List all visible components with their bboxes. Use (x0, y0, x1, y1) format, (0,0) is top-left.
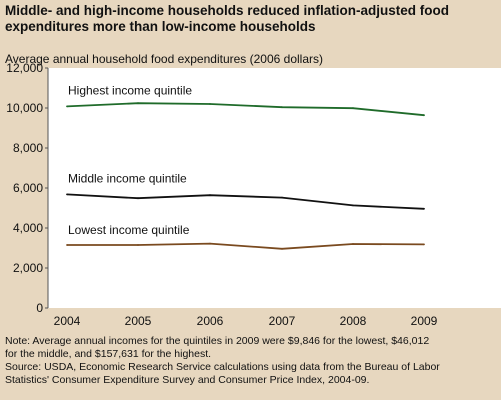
source-line-1: Source: USDA, Economic Research Service … (5, 361, 440, 373)
series-label: Highest income quintile (68, 83, 192, 97)
data-point (281, 247, 283, 250)
source-line-2: Statistics' Consumer Expenditure Survey … (5, 374, 370, 386)
chart-title-line-2: expenditures more than low-income househ… (5, 19, 316, 34)
y-tick-label: 10,000 (6, 101, 43, 115)
data-point (352, 243, 354, 245)
data-point (209, 194, 211, 197)
notes: Note: Average annual incomes for the qui… (5, 335, 497, 387)
y-axis-label: Average annual household food expenditur… (5, 52, 324, 66)
y-tick-label: 4,000 (13, 221, 43, 235)
data-point (209, 103, 211, 105)
plot-area (48, 68, 501, 308)
note-line-2: for the middle, and $157,631 for the hig… (5, 348, 212, 360)
x-tick-label: 2007 (269, 314, 296, 328)
series-label: Middle income quintile (68, 171, 187, 185)
data-point (66, 193, 68, 196)
data-point (281, 196, 283, 199)
data-point (209, 242, 211, 245)
note-line-1: Note: Average annual incomes for the qui… (5, 335, 430, 347)
x-tick-label: 2004 (54, 314, 81, 328)
data-point (423, 243, 425, 246)
x-tick-label: 2006 (197, 314, 224, 328)
series-label: Lowest income quintile (68, 223, 190, 237)
series-layer: Highest income quintile Middle income qui… (66, 83, 425, 250)
y-tick-label: 12,000 (6, 61, 43, 75)
axes: 0 2,000 4,000 6,000 8,000 10,000 12,000 2004 200… (6, 61, 437, 328)
series-line-1 (66, 102, 425, 117)
data-point (352, 107, 354, 110)
data-point (423, 114, 425, 117)
data-point (137, 197, 139, 200)
y-tick-label: 0 (36, 301, 43, 315)
data-point (352, 204, 354, 207)
y-tick-label: 6,000 (13, 181, 43, 195)
y-tick-label: 2,000 (13, 261, 43, 275)
y-tick-label: 8,000 (13, 141, 43, 155)
x-tick-label: 2005 (125, 314, 152, 328)
series-line-3 (67, 242, 425, 250)
series-line-2 (66, 193, 425, 210)
data-point (423, 207, 425, 210)
data-point (137, 102, 139, 105)
data-point (281, 106, 283, 109)
x-tick-label: 2008 (340, 314, 367, 328)
chart-title-line-1: Middle- and high-income households reduc… (5, 3, 449, 18)
data-point (66, 244, 68, 246)
data-point (137, 244, 139, 246)
data-point (66, 105, 68, 108)
x-tick-label: 2009 (411, 314, 438, 328)
chart-title: Middle- and high-income households reduc… (5, 3, 495, 35)
